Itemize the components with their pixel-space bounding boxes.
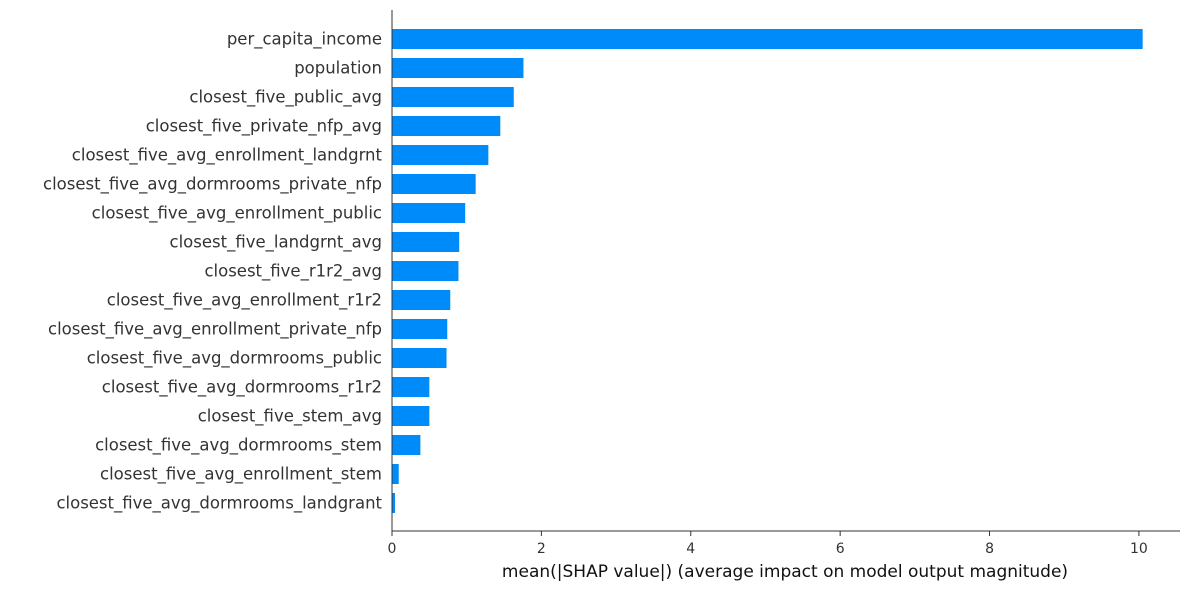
x-tick-label: 4 xyxy=(686,541,695,557)
bars-layer xyxy=(392,29,1143,513)
bar-closest-five-landgrnt-avg xyxy=(392,232,460,252)
category-label: closest_five_avg_dormrooms_landgrant xyxy=(56,494,382,514)
x-tick-label: 6 xyxy=(836,541,845,557)
bar-closest-five-avg-dormrooms-landgrant xyxy=(392,493,395,513)
bar-per-capita-income xyxy=(392,29,1143,49)
bar-closest-five-avg-dormrooms-stem xyxy=(392,435,421,455)
category-label: closest_five_avg_enrollment_private_nfp xyxy=(48,320,382,340)
bar-closest-five-r1r2-avg xyxy=(392,261,459,281)
category-label: closest_five_avg_dormrooms_r1r2 xyxy=(102,378,382,398)
category-label: closest_five_avg_enrollment_r1r2 xyxy=(107,291,382,311)
bar-population xyxy=(392,58,524,78)
bar-closest-five-stem-avg xyxy=(392,406,430,426)
x-axis-ticks: 0 2 4 6 8 10 xyxy=(388,531,1148,557)
bar-closest-five-avg-enrollment-r1r2 xyxy=(392,290,451,310)
bar-closest-five-avg-dormrooms-public xyxy=(392,348,447,368)
bar-closest-five-public-avg xyxy=(392,87,514,107)
bar-closest-five-avg-enrollment-private-nfp xyxy=(392,319,448,339)
x-axis-title: mean(|SHAP value|) (average impact on mo… xyxy=(502,562,1068,582)
category-label: closest_five_stem_avg xyxy=(198,407,382,427)
x-tick-label: 8 xyxy=(985,541,994,557)
category-label: closest_five_public_avg xyxy=(189,88,382,108)
bar-closest-five-avg-dormrooms-private-nfp xyxy=(392,174,476,194)
bar-closest-five-avg-enrollment-stem xyxy=(392,464,399,484)
category-label: closest_five_avg_enrollment_public xyxy=(92,204,382,224)
x-tick-label: 0 xyxy=(388,541,397,557)
category-label: closest_five_avg_enrollment_landgrnt xyxy=(72,146,383,166)
bar-closest-five-private-nfp-avg xyxy=(392,116,501,136)
bar-closest-five-avg-enrollment-public xyxy=(392,203,466,223)
category-label: closest_five_avg_dormrooms_public xyxy=(87,349,382,369)
category-label: population xyxy=(294,59,382,78)
category-label: closest_five_avg_dormrooms_private_nfp xyxy=(43,175,382,195)
category-label: closest_five_private_nfp_avg xyxy=(146,117,382,137)
x-tick-label: 2 xyxy=(537,541,546,557)
axes xyxy=(391,10,1180,532)
x-tick-label: 10 xyxy=(1130,541,1148,557)
category-label: closest_five_landgrnt_avg xyxy=(170,233,383,253)
category-label: closest_five_avg_enrollment_stem xyxy=(100,465,382,485)
bar-closest-five-avg-enrollment-landgrnt xyxy=(392,145,489,165)
category-label: closest_five_r1r2_avg xyxy=(204,262,382,282)
category-label: per_capita_income xyxy=(227,30,382,50)
bar-closest-five-avg-dormrooms-r1r2 xyxy=(392,377,430,397)
category-label: closest_five_avg_dormrooms_stem xyxy=(95,436,382,456)
category-labels: per_capita_income population closest_five_… xyxy=(43,30,382,514)
